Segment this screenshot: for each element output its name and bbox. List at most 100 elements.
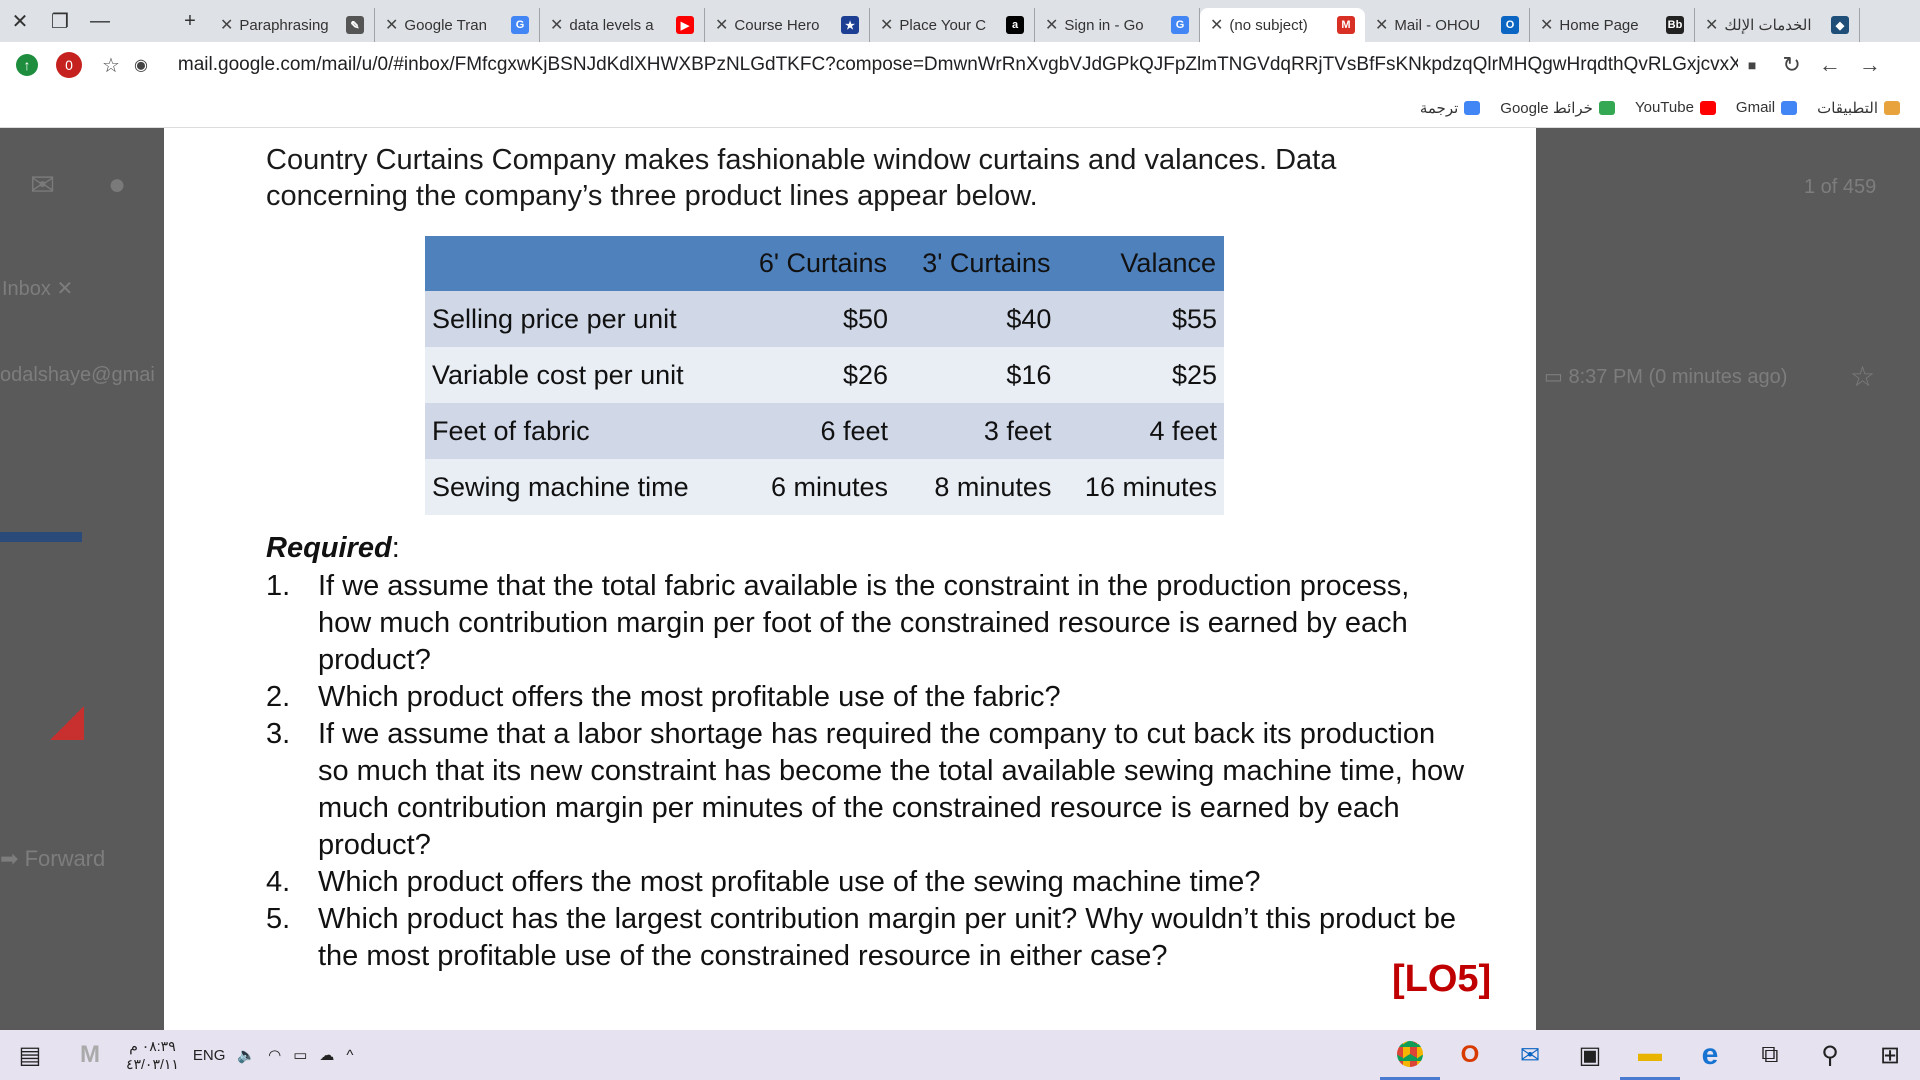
table-header-row: 6' Curtains 3' Curtains Valance: [425, 236, 1224, 291]
forward-button[interactable]: ➡ Forward: [0, 846, 105, 872]
browser-tab[interactable]: ✕ Sign in - Go G: [1035, 8, 1200, 42]
table-header-cell: 3' Curtains: [895, 236, 1059, 291]
browser-tab[interactable]: ✕ data levels a ▶: [540, 8, 705, 42]
clock-time: ٠٨:٣٩ م: [129, 1038, 176, 1054]
language-indicator[interactable]: ENG: [192, 1046, 226, 1064]
close-tab-icon[interactable]: ✕: [1705, 17, 1719, 34]
update-icon[interactable]: ↑: [16, 54, 38, 76]
onedrive-icon[interactable]: ☁: [319, 1047, 335, 1064]
tab-favicon-icon: ◆: [1831, 16, 1849, 34]
table-cell: $40: [895, 291, 1059, 347]
tab-favicon-icon: M: [1337, 16, 1355, 34]
close-tab-icon[interactable]: ✕: [715, 17, 729, 34]
file-explorer-icon[interactable]: ▬: [1620, 1030, 1680, 1080]
close-tab-icon[interactable]: ✕: [880, 17, 894, 34]
google-icon: [1781, 100, 1798, 115]
close-tab-icon[interactable]: ✕: [220, 17, 234, 34]
volume-icon[interactable]: 🔈: [237, 1047, 257, 1064]
reload-icon[interactable]: ↻: [1782, 52, 1801, 77]
question-number: 3.: [266, 718, 291, 750]
bookmark-label: Gmail: [1735, 99, 1776, 116]
close-tab-icon[interactable]: ✕: [1045, 17, 1059, 34]
gmail-left-panel: ✉ ● Inbox ✕ odalshaye@gmai ➡ Forward: [0, 128, 164, 1030]
archive-icon[interactable]: ✉: [30, 169, 56, 202]
close-window-icon[interactable]: ✕: [11, 10, 29, 33]
back-icon[interactable]: ←: [1818, 52, 1841, 77]
bookmark-item[interactable]: Gmail: [1735, 99, 1798, 116]
tab-label: Google Tran: [404, 16, 487, 34]
new-tab-button[interactable]: +: [184, 9, 196, 32]
store-icon[interactable]: ▣: [1578, 1041, 1602, 1069]
show-hidden-icons[interactable]: ^: [346, 1046, 354, 1064]
view-site-info-icon[interactable]: ◉: [133, 57, 148, 74]
close-tab-icon[interactable]: ✕: [1540, 17, 1554, 34]
wifi-icon[interactable]: ◠: [268, 1047, 282, 1064]
browser-tab[interactable]: ✕ Mail - OHOU O: [1365, 8, 1530, 42]
question-number: 5.: [266, 903, 291, 935]
attachment-preview: Country Curtains Company makes fashionab…: [164, 128, 1536, 1030]
browser-tab[interactable]: ✕ Place Your C a: [870, 8, 1035, 42]
table-row: Sewing machine time 6 minutes 8 minutes …: [425, 459, 1224, 515]
windows-start-icon[interactable]: ⊞: [1879, 1041, 1901, 1069]
question-item: 2. Which product offers the most profitab…: [266, 679, 1466, 716]
question-text: Which product offers the most profitable…: [318, 681, 1061, 713]
bookmark-item[interactable]: ترجمة: [1419, 99, 1481, 117]
table-cell: $26: [731, 347, 896, 403]
tab-label: data levels a: [569, 16, 654, 34]
tab-label: Paraphrasing: [239, 16, 329, 34]
action-center-icon[interactable]: ▤: [18, 1041, 42, 1069]
office-icon[interactable]: O: [1460, 1041, 1480, 1068]
question-text: If we assume that a labor shortage has r…: [318, 718, 1465, 861]
timestamp-text: 8:37 PM (0 minutes ago): [1568, 366, 1788, 388]
forward-icon[interactable]: →: [1858, 52, 1881, 77]
inbox-label[interactable]: Inbox ✕: [2, 276, 73, 301]
table-header-cell: 6' Curtains: [731, 236, 896, 291]
remove-label-icon[interactable]: ✕: [56, 278, 74, 300]
bookmark-star-icon[interactable]: ☆: [102, 54, 120, 77]
snooze-icon[interactable]: ●: [108, 168, 127, 201]
close-tab-icon[interactable]: ✕: [1375, 17, 1389, 34]
browser-tab[interactable]: ✕ (no subject) M: [1200, 8, 1365, 42]
browser-tab[interactable]: ✕ Paraphrasing ✎: [210, 8, 375, 42]
pager-text: 1 of 459: [1804, 176, 1877, 198]
table-cell: 8 minutes: [895, 459, 1059, 515]
table-row: Variable cost per unit $26 $16 $25: [425, 347, 1224, 403]
star-icon[interactable]: ☆: [1850, 361, 1876, 392]
table-cell: $50: [731, 291, 896, 347]
notification-badge[interactable]: 0: [56, 52, 82, 78]
browser-tab[interactable]: ✕ Google Tran G: [375, 8, 540, 42]
browser-tab[interactable]: ✕ Home Page Bb: [1530, 8, 1695, 42]
bookmark-item[interactable]: YouTube: [1635, 99, 1716, 116]
attachment-thumbnail[interactable]: [0, 532, 82, 542]
browser-tab[interactable]: ✕ الخدمات الإلك ◆: [1695, 8, 1860, 42]
browser-tab[interactable]: ✕ Course Hero ★: [705, 8, 870, 42]
minimize-window-icon[interactable]: —: [90, 9, 110, 32]
close-tab-icon[interactable]: ✕: [385, 17, 399, 34]
edge-icon[interactable]: e: [1701, 1038, 1719, 1071]
product-data-table: 6' Curtains 3' Curtains Valance Selling …: [425, 236, 1224, 515]
taskbar-clock[interactable]: ٠٨:٣٩ م ٤٣/٠٣/١١: [126, 1037, 179, 1073]
youtube-icon: [1699, 100, 1716, 115]
bookmark-item[interactable]: Google خرائط: [1500, 99, 1615, 117]
row-label: Variable cost per unit: [425, 347, 732, 403]
forward-label: Forward: [24, 846, 106, 871]
chrome-icon[interactable]: [1380, 1030, 1440, 1080]
bookmark-label: ترجمة: [1419, 99, 1459, 117]
close-tab-icon[interactable]: ✕: [550, 17, 564, 34]
restore-window-icon[interactable]: ❐: [51, 10, 69, 33]
sender-email: odalshaye@gmai: [0, 364, 155, 386]
required-label: Required: [266, 532, 392, 564]
tab-favicon-icon: O: [1501, 16, 1519, 34]
search-icon[interactable]: ⚲: [1821, 1041, 1839, 1069]
question-item: 3. If we assume that a labor shortage has…: [266, 716, 1466, 864]
battery-icon[interactable]: ▭: [293, 1047, 308, 1064]
mail-app-icon[interactable]: ✉: [1519, 1041, 1541, 1069]
bookmark-item[interactable]: التطبيقات: [1817, 99, 1900, 117]
question-text: Which product offers the most profitable…: [318, 866, 1261, 898]
red-thumbnail[interactable]: [50, 706, 84, 740]
task-view-icon[interactable]: ⧉: [1761, 1041, 1779, 1068]
url-field[interactable]: mail.google.com/mail/u/0/#inbox/FMfcgxwK…: [177, 54, 1738, 75]
app-m-icon[interactable]: M: [80, 1041, 100, 1068]
tab-favicon-icon: G: [1171, 16, 1189, 34]
close-tab-icon[interactable]: ✕: [1210, 17, 1224, 34]
